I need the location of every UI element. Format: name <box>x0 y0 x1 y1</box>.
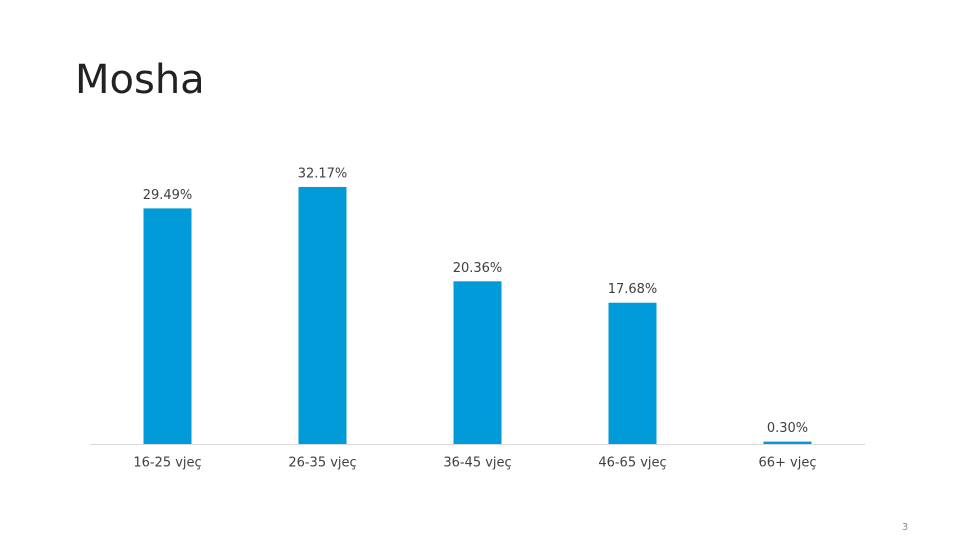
bar <box>298 186 347 444</box>
bar <box>453 281 502 444</box>
bar <box>608 302 657 444</box>
x-tick-label: 36-45 vjeç <box>443 456 511 471</box>
data-label: 0.30% <box>767 421 808 436</box>
data-label: 29.49% <box>143 188 193 203</box>
data-label: 20.36% <box>453 261 503 276</box>
data-label: 32.17% <box>298 166 348 181</box>
data-label: 17.68% <box>608 282 658 297</box>
bar <box>763 441 812 444</box>
bar <box>143 208 192 444</box>
chart-title: Mosha <box>75 57 205 103</box>
x-tick-label: 46-65 vjeç <box>598 456 666 471</box>
x-tick-label: 26-35 vjeç <box>288 456 356 471</box>
page-number: 3 <box>902 522 908 533</box>
x-tick-label: 16-25 vjeç <box>133 456 201 471</box>
x-tick-label: 66+ vjeç <box>758 456 816 471</box>
